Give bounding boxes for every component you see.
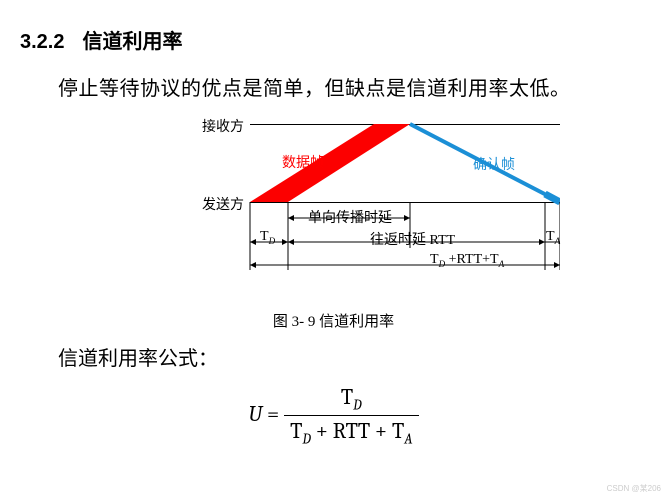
td-label: TD	[260, 229, 275, 246]
total-label: TD +RTT+TA	[430, 252, 504, 269]
channel-utilization-diagram: 接收方 发送方 数据帧 确认帧 单向传播时延 TD 往返时	[190, 110, 560, 300]
formula-label: 信道利用率公式：	[58, 342, 218, 371]
body-text: 停止等待协议的优点是简单，但缺点是信道利用率太低。	[0, 54, 667, 101]
utilization-formula: U = TD TD + RTT + TA	[0, 384, 667, 448]
formula-eq: =	[262, 401, 284, 427]
formula-numerator: TD	[284, 384, 418, 415]
ta-label: TA	[546, 229, 560, 246]
section-title: 信道利用率	[82, 31, 182, 53]
one-way-delay-label: 单向传播时延	[308, 207, 392, 227]
data-frame-label: 数据帧	[282, 152, 324, 172]
formula-denominator: TD + RTT + TA	[284, 415, 418, 447]
watermark: CSDN @某206	[607, 483, 661, 494]
figure-caption: 图 3- 9 信道利用率	[0, 310, 667, 331]
rtt-label: 往返时延 RTT	[370, 229, 455, 249]
section-number: 3.2.2	[20, 31, 64, 53]
formula-lhs: U	[248, 401, 262, 427]
ack-frame-label: 确认帧	[473, 154, 515, 174]
formula-fraction: TD TD + RTT + TA	[284, 384, 418, 448]
data-frame-band	[190, 110, 560, 280]
section-heading: 3.2.2 信道利用率	[0, 0, 667, 54]
